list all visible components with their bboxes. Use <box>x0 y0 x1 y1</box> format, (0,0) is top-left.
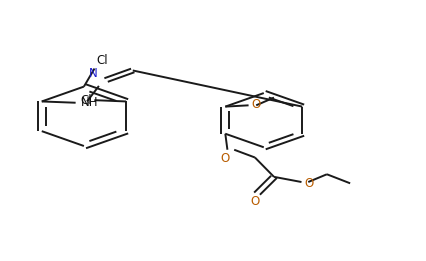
Text: O: O <box>304 177 313 190</box>
Text: O: O <box>251 98 260 110</box>
Text: N: N <box>89 67 98 80</box>
Text: O: O <box>221 152 230 165</box>
Text: O: O <box>250 195 259 208</box>
Text: Cl: Cl <box>81 94 92 107</box>
Text: Cl: Cl <box>97 54 108 67</box>
Text: NH: NH <box>81 96 99 109</box>
